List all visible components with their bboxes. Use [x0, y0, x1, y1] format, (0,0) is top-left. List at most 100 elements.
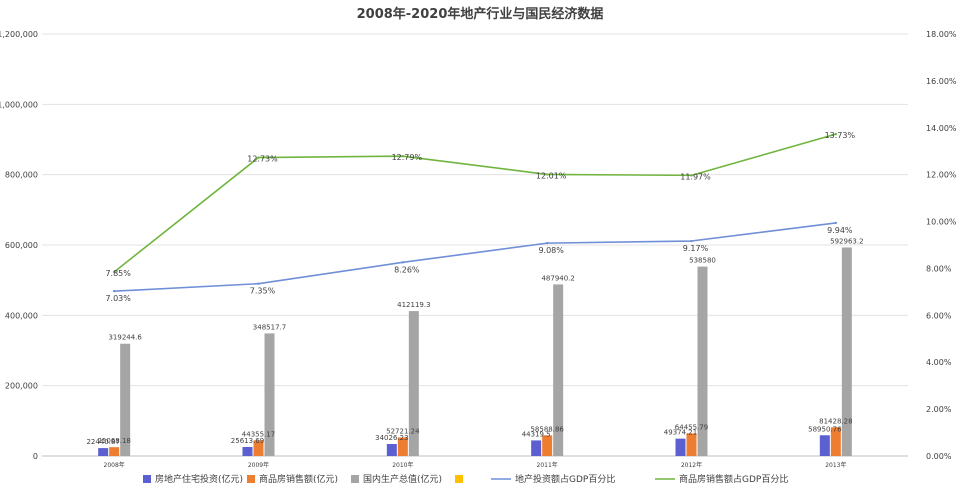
- bar-data-label: 592963.2: [830, 237, 863, 245]
- bar: [98, 448, 109, 456]
- line-point: [401, 261, 405, 264]
- line-data-label: 12.01%: [536, 171, 567, 180]
- bar: [553, 284, 564, 456]
- line-series: [114, 222, 836, 292]
- bar: [686, 433, 697, 456]
- bar: [819, 435, 830, 456]
- bar: [386, 444, 397, 456]
- legend-swatch: [247, 475, 255, 483]
- line-data-label: 12.73%: [247, 155, 278, 164]
- bar: [408, 311, 419, 456]
- legend: 房地产住宅投资(亿元) 商品房销售额(亿元) 国内生产总值(亿元) 地产投资额占GDP…: [143, 473, 788, 485]
- line-point: [257, 156, 260, 159]
- bar: [397, 437, 408, 456]
- bar-data-label: 49374.21: [664, 429, 697, 437]
- bar-data-label: 25068.18: [97, 437, 130, 445]
- line-point: [834, 132, 838, 136]
- left-tick-label: 1,000,000: [0, 100, 38, 109]
- line-data-label: 7.85%: [105, 269, 131, 278]
- line-point: [545, 173, 549, 176]
- line-data-label: 13.73%: [825, 131, 856, 140]
- bar-data-label: 538580: [689, 257, 716, 265]
- line-data-label: 9.08%: [538, 246, 564, 255]
- bar-data-label: 487940.2: [541, 274, 574, 282]
- bar-data-label: 81428.28: [819, 417, 852, 425]
- right-tick-label: 4.00%: [926, 358, 952, 367]
- bar: [531, 440, 542, 456]
- x-tick-label: 2009年: [248, 461, 269, 469]
- chart-title: 2008年-2020年地产行业与国民经济数据: [357, 6, 604, 22]
- bar: [253, 440, 264, 456]
- bar-data-label: 412119.3: [397, 301, 430, 309]
- legend-label: 房地产住宅投资(亿元): [155, 473, 243, 485]
- x-tick-label: 2011年: [537, 461, 558, 469]
- bar: [242, 446, 253, 456]
- line-point: [401, 154, 405, 158]
- x-tick-label: 2012年: [681, 461, 702, 469]
- bar-marks: [98, 247, 852, 456]
- left-tick-label: 200,000: [5, 382, 38, 391]
- legend-swatch: [351, 475, 359, 483]
- bar: [109, 447, 120, 456]
- gridlines: [42, 33, 908, 457]
- line-series: [113, 133, 837, 273]
- line-data-label: 9.17%: [683, 244, 709, 253]
- bar-data-label: 25613.69: [231, 437, 264, 445]
- x-axis-ticks: 2008年 2009年 2010年 2011年 2012年 2013年: [104, 461, 847, 469]
- line-data-label: 7.03%: [105, 294, 131, 303]
- legend-label: 商品房销售额(亿元): [259, 473, 338, 485]
- bar: [841, 247, 852, 456]
- legend-label: 国内生产总值(亿元): [363, 473, 442, 485]
- right-tick-label: 18.00%: [926, 30, 957, 39]
- bar-data-label: 319244.6: [108, 334, 142, 342]
- bar-data-label: 58588.86: [530, 425, 564, 433]
- left-tick-label: 0: [33, 452, 38, 461]
- line-point: [545, 241, 549, 245]
- line-data-label: 11.97%: [680, 172, 711, 181]
- left-axis-ticks: 0 200,000 400,000 600,000 800,000 1,000,000 1,…: [0, 30, 38, 461]
- line-data-label: 9.94%: [827, 226, 853, 235]
- right-tick-label: 12.00%: [926, 171, 957, 180]
- line-marks: [112, 132, 838, 293]
- line-data-label: 7.35%: [250, 287, 276, 296]
- right-tick-label: 0.00%: [926, 452, 952, 461]
- bar-data-label: 64455.79: [675, 423, 708, 431]
- bar-data-label: 34026.23: [375, 434, 408, 442]
- bar-data-label: 52721.24: [386, 427, 420, 435]
- x-tick-label: 2013年: [825, 461, 846, 469]
- bar: [264, 333, 275, 456]
- left-tick-label: 600,000: [5, 241, 38, 250]
- left-tick-label: 400,000: [5, 311, 38, 320]
- right-tick-label: 8.00%: [926, 264, 952, 273]
- legend-label: 地产投资额占GDP百分比: [515, 473, 615, 485]
- legend-swatch: [143, 475, 151, 483]
- left-tick-label: 1,200,000: [0, 30, 38, 39]
- bar-data-label: 44355.17: [242, 430, 275, 438]
- right-axis-ticks: 0.00% 2.00% 4.00% 6.00% 8.00% 10.00% 12.00% 14.…: [926, 30, 957, 461]
- line-point: [690, 239, 693, 243]
- right-tick-label: 16.00%: [926, 77, 957, 86]
- legend-label: 商品房销售额占GDP百分比: [679, 473, 788, 485]
- right-tick-label: 6.00%: [926, 311, 952, 320]
- data-labels: 22440.87 25613.69 34026.23 44319.5 49374.21 5…: [86, 131, 863, 446]
- bar: [697, 266, 708, 456]
- line-point: [834, 221, 838, 225]
- line-point: [257, 282, 260, 285]
- bar-data-label: 348517.7: [253, 323, 286, 331]
- right-tick-label: 14.00%: [926, 124, 957, 133]
- bar: [675, 438, 686, 456]
- legend-swatch: [455, 475, 463, 483]
- bar: [120, 343, 131, 456]
- bar: [830, 427, 841, 456]
- bar: [542, 435, 553, 456]
- right-tick-label: 10.00%: [926, 218, 957, 227]
- left-tick-label: 800,000: [5, 171, 38, 180]
- right-tick-label: 2.00%: [926, 405, 952, 414]
- x-tick-label: 2010年: [392, 461, 413, 469]
- bar-data-label: 22440.87: [86, 438, 119, 446]
- x-tick-label: 2008年: [104, 461, 125, 469]
- bar-data-label: 44319.5: [522, 430, 551, 438]
- line-data-label: 8.26%: [394, 265, 420, 274]
- line-point: [690, 174, 693, 177]
